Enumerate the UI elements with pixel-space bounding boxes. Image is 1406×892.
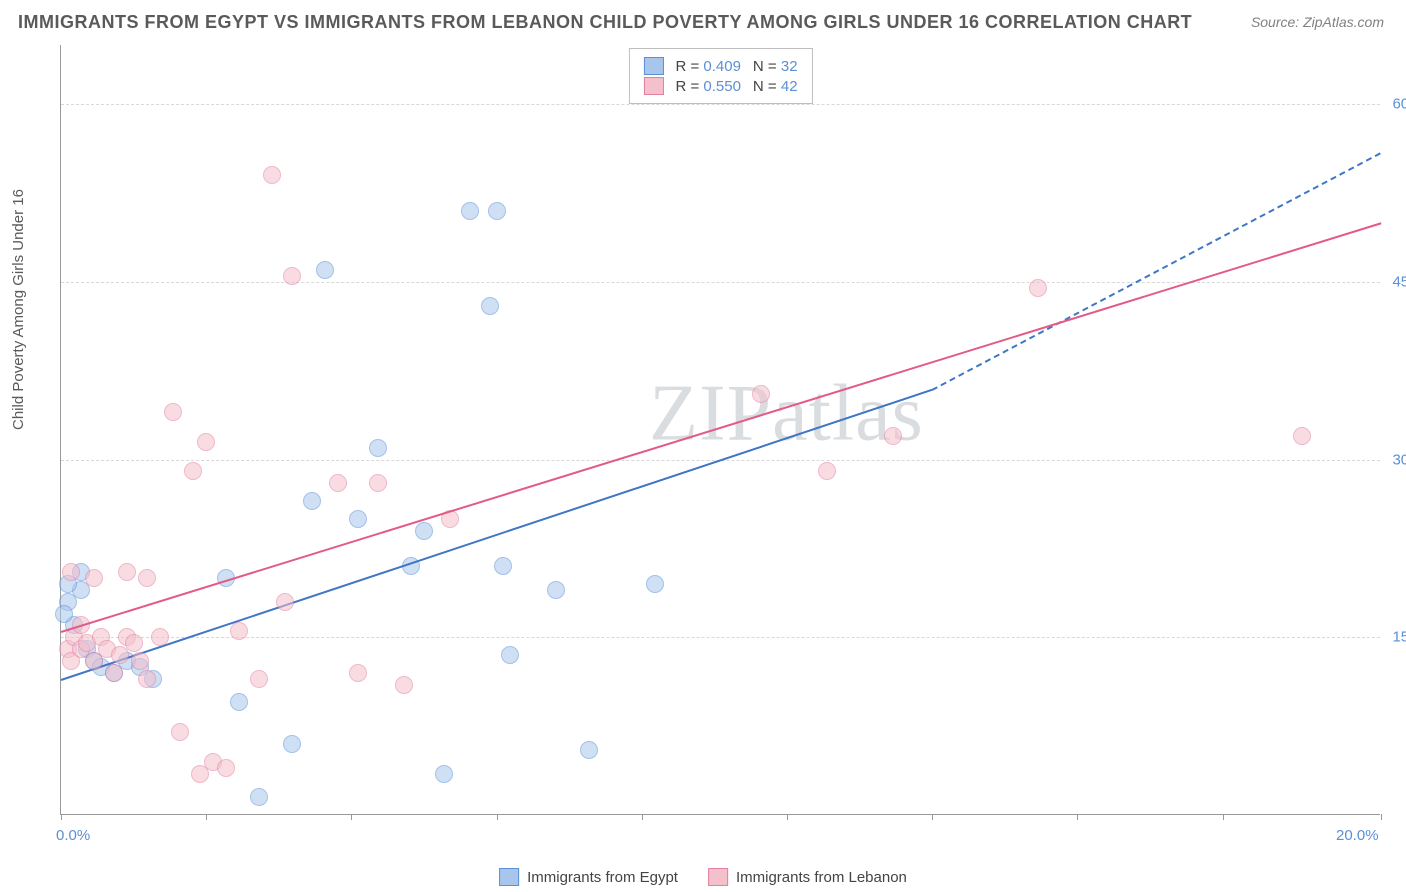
data-point	[151, 628, 169, 646]
legend-row-egypt: R = 0.409 N = 32	[643, 57, 797, 75]
data-point	[316, 261, 334, 279]
data-point	[184, 462, 202, 480]
data-point	[461, 202, 479, 220]
data-point	[191, 765, 209, 783]
y-tick-label: 15.0%	[1392, 629, 1406, 646]
y-tick-label: 60.0%	[1392, 96, 1406, 113]
data-point	[250, 670, 268, 688]
watermark-text: ZIPatlas	[649, 369, 924, 460]
y-axis-label: Child Poverty Among Girls Under 16	[10, 189, 27, 430]
legend-item-egypt: Immigrants from Egypt	[499, 868, 678, 886]
data-point	[125, 634, 143, 652]
data-point	[250, 788, 268, 806]
x-tick	[206, 814, 207, 820]
data-point	[547, 581, 565, 599]
data-point	[1029, 279, 1047, 297]
gridline	[61, 637, 1380, 638]
data-point	[217, 759, 235, 777]
data-point	[488, 202, 506, 220]
legend-label: Immigrants from Lebanon	[736, 869, 907, 886]
data-point	[138, 569, 156, 587]
data-point	[752, 385, 770, 403]
n-label: N = 42	[753, 78, 798, 95]
swatch-lebanon	[643, 77, 663, 95]
y-tick-label: 30.0%	[1392, 451, 1406, 468]
correlation-legend: R = 0.409 N = 32 R = 0.550 N = 42	[628, 48, 812, 104]
data-point	[230, 622, 248, 640]
swatch-egypt	[499, 868, 519, 886]
data-point	[818, 462, 836, 480]
data-point	[263, 166, 281, 184]
data-point	[230, 693, 248, 711]
x-tick	[1223, 814, 1224, 820]
r-label: R = 0.409	[675, 58, 740, 75]
data-point	[55, 605, 73, 623]
data-point	[197, 433, 215, 451]
n-label: N = 32	[753, 58, 798, 75]
chart-title: IMMIGRANTS FROM EGYPT VS IMMIGRANTS FROM…	[18, 12, 1192, 33]
data-point	[164, 403, 182, 421]
x-tick	[1077, 814, 1078, 820]
data-point	[349, 664, 367, 682]
data-point	[1293, 427, 1311, 445]
data-point	[303, 492, 321, 510]
data-point	[329, 474, 347, 492]
data-point	[62, 563, 80, 581]
legend-row-lebanon: R = 0.550 N = 42	[643, 77, 797, 95]
x-tick	[642, 814, 643, 820]
trend-line	[932, 152, 1382, 391]
source-citation: Source: ZipAtlas.com	[1251, 14, 1384, 30]
data-point	[85, 569, 103, 587]
data-point	[118, 563, 136, 581]
legend-item-lebanon: Immigrants from Lebanon	[708, 868, 907, 886]
r-label: R = 0.550	[675, 78, 740, 95]
data-point	[349, 510, 367, 528]
data-point	[105, 664, 123, 682]
data-point	[276, 593, 294, 611]
data-point	[481, 297, 499, 315]
data-point	[494, 557, 512, 575]
data-point	[884, 427, 902, 445]
x-tick	[351, 814, 352, 820]
data-point	[395, 676, 413, 694]
data-point	[646, 575, 664, 593]
data-point	[138, 670, 156, 688]
x-tick	[932, 814, 933, 820]
gridline	[61, 104, 1380, 105]
x-tick	[61, 814, 62, 820]
swatch-lebanon	[708, 868, 728, 886]
x-tick	[787, 814, 788, 820]
data-point	[501, 646, 519, 664]
data-point	[283, 735, 301, 753]
data-point	[415, 522, 433, 540]
legend-label: Immigrants from Egypt	[527, 869, 678, 886]
data-point	[171, 723, 189, 741]
data-point	[580, 741, 598, 759]
x-tick	[1381, 814, 1382, 820]
x-tick-label: 0.0%	[56, 827, 90, 844]
x-tick-label: 20.0%	[1336, 827, 1379, 844]
data-point	[131, 652, 149, 670]
data-point	[369, 439, 387, 457]
trend-line	[61, 223, 1382, 634]
series-legend: Immigrants from Egypt Immigrants from Le…	[499, 868, 907, 886]
x-tick	[497, 814, 498, 820]
data-point	[435, 765, 453, 783]
scatter-plot-area: ZIPatlas R = 0.409 N = 32 R = 0.550 N = …	[60, 45, 1380, 815]
swatch-egypt	[643, 57, 663, 75]
y-tick-label: 45.0%	[1392, 273, 1406, 290]
data-point	[369, 474, 387, 492]
data-point	[283, 267, 301, 285]
